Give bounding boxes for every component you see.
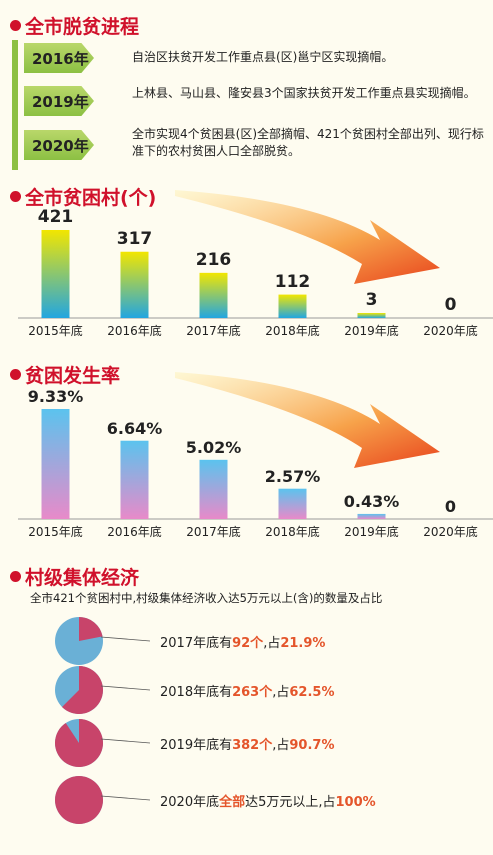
timeline-item-2016: 2016年 自治区扶贫开发工作重点县(区)邕宁区实现摘帽。: [12, 43, 482, 83]
data-label: 6.64%: [106, 418, 163, 438]
bar: [41, 230, 70, 318]
pie-chart: [55, 666, 151, 714]
caption-text: ,占: [272, 738, 290, 753]
data-label: 317: [116, 228, 153, 249]
data-label: 0.43%: [343, 491, 400, 511]
x-tick-label: 2017年底: [186, 324, 241, 338]
bar: [357, 313, 386, 318]
bar-chart-0: [18, 230, 493, 319]
highlight-value: 382个: [232, 738, 273, 753]
x-tick-label: 2017年底: [186, 525, 241, 539]
bar: [199, 459, 228, 519]
x-tick-label: 2019年底: [344, 525, 399, 539]
highlight-value: 92个: [232, 636, 264, 651]
pie-slice: [55, 719, 104, 767]
villages-title: 全市贫困村(个): [25, 187, 157, 209]
x-tick-label: 2015年底: [28, 525, 83, 539]
pie-chart: [55, 776, 151, 824]
x-tick-label: 2018年底: [265, 525, 320, 539]
pie-slice: [79, 617, 103, 641]
pie-caption: 2018年底有263个,占62.5%: [160, 681, 334, 700]
pie-slice: [62, 666, 103, 714]
rate-title: 贫困发生率: [25, 365, 121, 387]
x-tick-label: 2020年底: [423, 324, 478, 338]
caption-text: 2020年底: [160, 795, 220, 810]
section-title-economy: 村级集体经济: [10, 563, 139, 590]
bullet-dot-icon: [10, 20, 21, 31]
timeline-text: 自治区扶贫开发工作重点县(区)邕宁区实现摘帽。: [132, 50, 394, 64]
pie-chart: [55, 617, 151, 665]
section-title-rate: 贫困发生率: [10, 361, 120, 388]
highlight-value: 21.9%: [280, 636, 326, 651]
bullet-dot-icon: [10, 191, 21, 202]
trend-arrow-rate: [175, 372, 440, 468]
year-tag: 2016年: [24, 43, 94, 73]
section-title-progress: 全市脱贫进程: [10, 12, 139, 39]
x-tick-label: 2020年底: [423, 525, 478, 539]
economy-subtitle: 全市421个贫困村中,村级集体经济收入达5万元以上(含)的数量及占比: [30, 591, 383, 605]
caption-text: ,占: [272, 685, 290, 700]
year-tag: 2019年: [24, 86, 94, 116]
leader-line: [100, 795, 151, 801]
pie-caption: 2020年底全部达5万元以上,占100%: [160, 791, 376, 810]
data-label: 9.33%: [27, 387, 84, 406]
x-tick-label: 2016年底: [107, 525, 162, 539]
timeline-item-2020: 2020年 全市实现4个贫困县(区)全部摘帽、421个贫困村全部出列、现行标准下…: [12, 127, 484, 170]
highlight-value: 263个: [232, 685, 273, 700]
data-label: 3: [365, 290, 378, 310]
trend-arrow-villages: [175, 190, 440, 284]
caption-text: 2017年底有: [160, 636, 233, 651]
data-label: 0: [444, 497, 457, 516]
timeline-item-2019: 2019年 上林县、马山县、隆安县3个国家扶贫开发工作重点县实现摘帽。: [12, 86, 482, 126]
bar: [199, 272, 228, 318]
data-label: 216: [195, 249, 232, 270]
pie-caption: 2019年底有382个,占90.7%: [160, 734, 334, 753]
bar: [278, 488, 307, 519]
highlight-value: 100%: [335, 795, 376, 810]
timeline-text: 上林县、马山县、隆安县3个国家扶贫开发工作重点县实现摘帽。: [132, 86, 476, 100]
highlight-value: 全部: [219, 795, 246, 810]
year-tag: 2020年: [24, 130, 94, 160]
data-label: 421: [37, 207, 74, 227]
x-tick-label: 2019年底: [344, 324, 399, 338]
bar: [41, 409, 70, 519]
highlight-value: 62.5%: [289, 685, 335, 700]
x-tick-label: 2016年底: [107, 324, 162, 338]
bar: [278, 294, 307, 318]
bullet-dot-icon: [10, 369, 21, 380]
x-tick-label: 2015年底: [28, 324, 83, 338]
data-label: 112: [274, 271, 311, 292]
timeline-text: 全市实现4个贫困县(区)全部摘帽、421个贫困村全部出列、现行标准下的农村贫困人…: [132, 127, 484, 158]
bullet-dot-icon: [10, 571, 21, 582]
economy-title: 村级集体经济: [25, 567, 140, 589]
timeline-bar: [12, 40, 18, 170]
progress-title: 全市脱贫进程: [25, 16, 140, 38]
caption-text: ,占: [263, 636, 281, 651]
bar: [120, 251, 149, 318]
bar: [120, 440, 149, 519]
highlight-value: 90.7%: [289, 738, 335, 753]
caption-text: 2018年底有: [160, 685, 233, 700]
leader-line: [100, 685, 151, 691]
pie-caption: 2017年底有92个,占21.9%: [160, 632, 325, 651]
data-label: 2.57%: [264, 466, 321, 486]
data-label: 0: [444, 295, 457, 315]
pie-slice: [55, 776, 103, 824]
pie-chart: [55, 719, 151, 767]
leader-line: [100, 636, 151, 642]
data-label: 5.02%: [185, 437, 242, 457]
section-title-villages: 全市贫困村(个): [10, 183, 156, 210]
caption-text: 2019年底有: [160, 738, 233, 753]
leader-line: [100, 738, 151, 744]
bar: [357, 513, 386, 519]
caption-text: 达5万元以上,占: [245, 795, 336, 810]
bar-chart-1: [18, 409, 493, 520]
x-tick-label: 2018年底: [265, 324, 320, 338]
